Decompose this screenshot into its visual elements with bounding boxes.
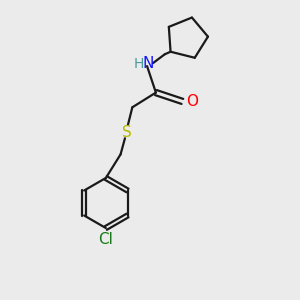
Text: S: S: [122, 125, 131, 140]
Text: H: H: [134, 57, 144, 71]
Text: O: O: [186, 94, 198, 109]
Text: Cl: Cl: [98, 232, 113, 247]
Text: N: N: [143, 56, 154, 71]
